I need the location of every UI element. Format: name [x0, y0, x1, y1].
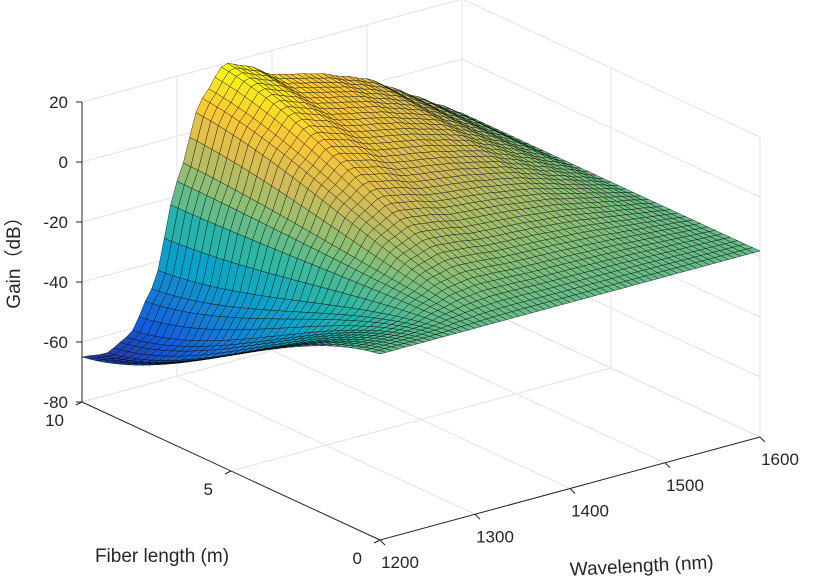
- x-tick-mark: [759, 436, 766, 443]
- grid-line-z: [81, 0, 761, 138]
- z-tick-label: -60: [43, 333, 68, 352]
- x-tick-label: 1300: [476, 527, 514, 546]
- x-tick-label: 1500: [666, 476, 704, 495]
- x-tick-label: 1600: [761, 450, 799, 469]
- x-tick-label: 1400: [571, 502, 609, 521]
- x-tick-mark: [569, 488, 576, 494]
- z-tick-label: 0: [59, 153, 68, 172]
- x-axis-label: Wavelength (nm): [569, 552, 714, 580]
- axis-ticks: 1200 1300 1400 1500 1600 0 5 10-80 -60 -40 -20 0 20: [43, 93, 798, 572]
- y-tick-mark: [373, 539, 381, 544]
- z-tick-label: 20: [49, 93, 68, 112]
- x-tick-mark: [474, 513, 481, 520]
- x-tick-mark: [379, 539, 386, 546]
- y-tick-mark: [224, 470, 232, 475]
- z-tick-label: -20: [43, 213, 68, 232]
- z-tick-label: -40: [43, 273, 68, 292]
- y-tick-label: 0: [353, 549, 362, 568]
- x-tick-label: 1200: [381, 553, 419, 572]
- y-tick-label: 10: [45, 411, 64, 430]
- z-tick-label: -80: [43, 393, 68, 412]
- y-axis-label: Fiber length (m): [95, 546, 229, 567]
- surface-patch: [745, 247, 761, 253]
- z-axis-label: Gain（dB）: [3, 207, 25, 308]
- x-tick-mark: [664, 462, 671, 469]
- y-tick-label: 5: [204, 480, 213, 499]
- gain-surface: [81, 63, 761, 366]
